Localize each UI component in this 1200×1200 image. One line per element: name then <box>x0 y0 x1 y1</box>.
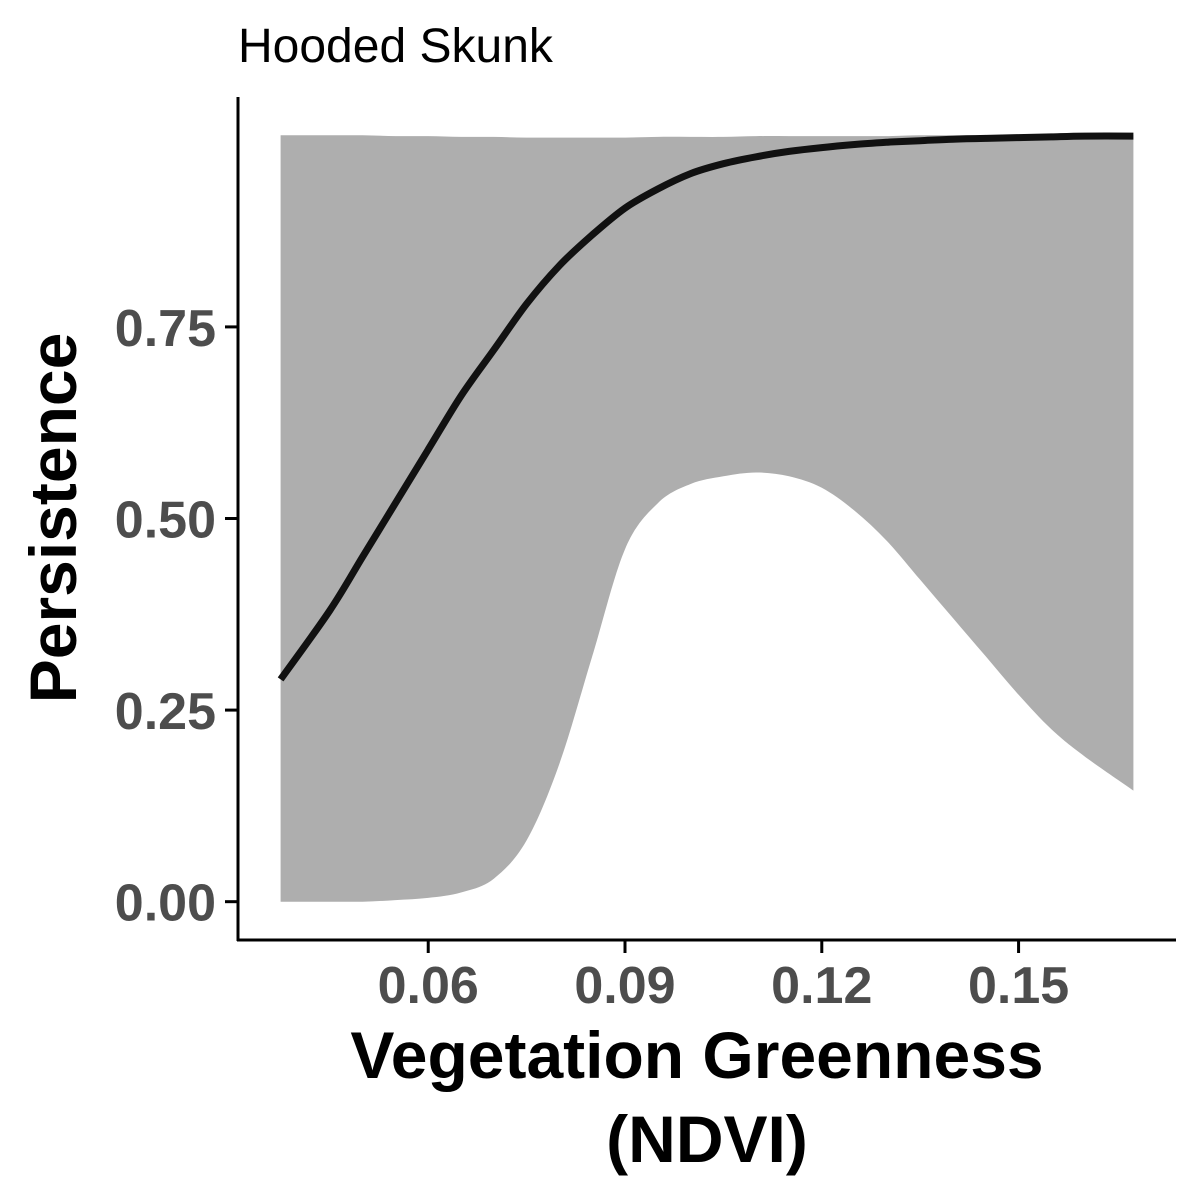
plot-area <box>277 132 1134 902</box>
y-axis-ticks: 0.00 0.25 0.50 0.75 <box>115 300 238 933</box>
persistence-line <box>277 132 1134 682</box>
x-tick-label: 0.06 <box>378 957 479 1015</box>
x-axis-title-line-2: (NDVI) <box>606 1102 808 1176</box>
chart-title: Hooded Skunk <box>238 20 554 73</box>
x-axis-title-line-1: Vegetation Greenness <box>350 1018 1043 1092</box>
x-axis-ticks: 0.06 0.09 0.12 0.15 <box>378 940 1069 1015</box>
y-tick-label: 0.00 <box>115 875 216 933</box>
y-tick-label: 0.25 <box>115 683 216 741</box>
confidence-ribbon <box>280 135 1134 902</box>
y-axis-title: Persistence <box>16 333 90 704</box>
y-tick-label: 0.75 <box>115 300 216 358</box>
y-tick-label: 0.50 <box>115 492 216 550</box>
x-tick-label: 0.12 <box>771 957 872 1015</box>
x-tick-label: 0.15 <box>968 957 1069 1015</box>
x-tick-label: 0.09 <box>574 957 675 1015</box>
